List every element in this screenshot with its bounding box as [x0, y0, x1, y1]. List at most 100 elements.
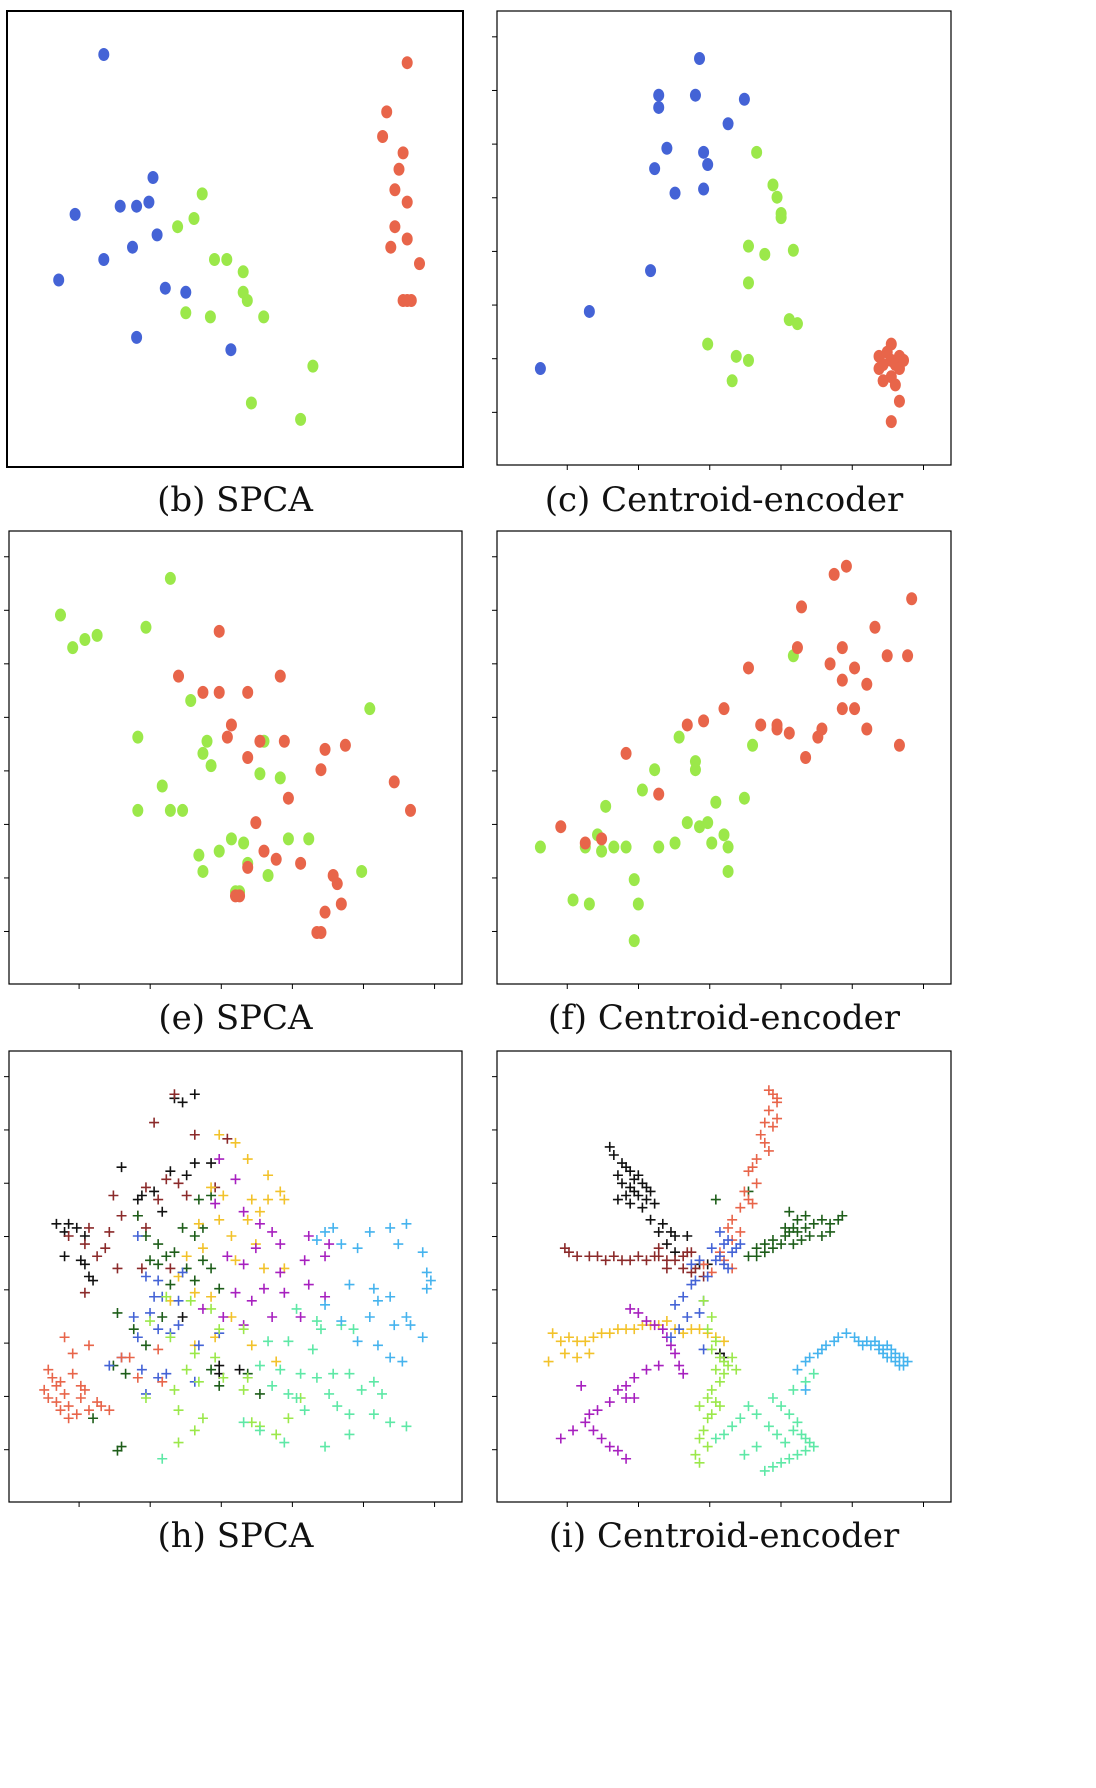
- data-point-lime: [669, 836, 681, 850]
- data-point-teal: [776, 1401, 787, 1412]
- data-point-purple: [678, 1368, 689, 1379]
- data-point-purple: [629, 1393, 640, 1403]
- data-point-lime: [245, 396, 257, 410]
- data-point-purple: [210, 1198, 221, 1209]
- data-point-sky: [311, 1235, 322, 1246]
- data-point-blue: [686, 1259, 697, 1270]
- data-point-teal: [279, 1437, 290, 1448]
- data-point-coral: [173, 669, 185, 683]
- data-point-teal: [299, 1405, 310, 1416]
- data-point-yellow: [559, 1348, 570, 1359]
- data-point-darkred: [116, 1210, 127, 1221]
- data-point-sky: [425, 1275, 436, 1286]
- data-point-yellow: [629, 1324, 640, 1335]
- data-point-coral: [742, 661, 754, 675]
- data-point-lime: [694, 1457, 705, 1468]
- data-point-purple: [320, 1251, 331, 1262]
- data-point-blue: [161, 1368, 172, 1379]
- data-point-lime: [583, 897, 595, 911]
- data-point-coral: [401, 195, 413, 209]
- data-point-teal: [291, 1393, 302, 1403]
- data-point-teal: [739, 1449, 750, 1460]
- data-point-blue: [653, 100, 665, 114]
- data-point-teal: [780, 1437, 791, 1448]
- data-point-blue: [193, 1340, 204, 1351]
- data-point-teal: [157, 1453, 168, 1464]
- subplot-e: [4, 530, 463, 989]
- data-point-lime: [196, 187, 208, 201]
- data-point-lime: [185, 1295, 196, 1306]
- data-point-lime: [177, 803, 189, 817]
- data-point-darkred: [608, 1251, 619, 1262]
- data-point-yellow: [263, 1170, 274, 1181]
- data-point-sky: [401, 1312, 412, 1322]
- data-point-black: [71, 1222, 82, 1233]
- data-point-sky: [336, 1316, 347, 1327]
- data-point-darkgreen: [189, 1231, 200, 1241]
- data-point-lime: [694, 1401, 705, 1412]
- data-point-coral: [319, 905, 331, 919]
- data-point-coral: [893, 738, 905, 752]
- data-point-teal: [344, 1409, 355, 1420]
- data-point-sky: [829, 1336, 840, 1347]
- data-point-coral: [653, 787, 665, 801]
- data-point-coral: [132, 1372, 143, 1383]
- data-point-lime: [241, 294, 253, 307]
- data-point-lime: [710, 1364, 721, 1375]
- data-point-black: [608, 1150, 619, 1160]
- data-point-darkgreen: [193, 1194, 204, 1205]
- data-point-lime: [747, 738, 759, 752]
- data-point-coral: [751, 1154, 762, 1165]
- data-point-coral: [242, 751, 254, 764]
- data-point-yellow: [214, 1214, 225, 1225]
- data-point-sky: [389, 1320, 400, 1331]
- data-point-teal: [356, 1384, 367, 1395]
- data-point-lime: [283, 1413, 294, 1424]
- data-point-purple: [612, 1445, 623, 1456]
- data-point-darkgreen: [837, 1210, 848, 1221]
- data-point-yellow: [226, 1231, 237, 1241]
- subplot-c: [492, 10, 952, 470]
- data-point-darkgreen: [161, 1251, 172, 1262]
- data-point-lime: [172, 220, 184, 234]
- data-point-lime: [767, 178, 779, 192]
- data-point-coral: [893, 394, 905, 408]
- data-point-blue: [669, 186, 681, 200]
- data-point-purple: [258, 1283, 269, 1294]
- data-point-lime: [189, 1348, 200, 1359]
- data-point-lime: [156, 779, 168, 793]
- data-point-black: [116, 1162, 127, 1173]
- data-point-blue: [678, 1291, 689, 1302]
- data-point-black: [136, 1190, 147, 1201]
- data-point-sky: [421, 1283, 432, 1294]
- data-point-coral: [836, 702, 848, 716]
- data-point-coral: [389, 183, 401, 197]
- data-point-coral: [63, 1413, 74, 1424]
- data-point-blue: [143, 195, 155, 209]
- data-point-darkgreen: [816, 1231, 827, 1241]
- data-point-black: [189, 1158, 200, 1169]
- data-point-lime: [628, 873, 640, 887]
- data-point-purple: [592, 1405, 603, 1416]
- data-point-lime: [54, 608, 66, 622]
- data-point-teal: [377, 1388, 388, 1399]
- data-point-purple: [222, 1251, 233, 1262]
- data-point-yellow: [230, 1255, 241, 1266]
- data-point-black: [621, 1190, 632, 1201]
- data-point-coral: [388, 775, 400, 789]
- data-point-darkgreen: [88, 1413, 99, 1424]
- data-point-sky: [385, 1222, 396, 1233]
- data-point-darkgreen: [214, 1380, 225, 1391]
- data-point-teal: [315, 1324, 326, 1335]
- data-point-darkgreen: [796, 1235, 807, 1246]
- data-point-purple: [588, 1425, 599, 1436]
- data-point-yellow: [258, 1263, 269, 1274]
- data-point-coral: [755, 718, 767, 732]
- data-point-teal: [291, 1303, 302, 1314]
- data-point-coral: [698, 714, 710, 728]
- caption-f: (f) Centroid-encoder: [547, 998, 901, 1038]
- data-point-coral: [258, 844, 270, 858]
- data-point-black: [657, 1218, 668, 1229]
- data-point-blue: [722, 117, 734, 131]
- data-point-blue: [98, 253, 110, 266]
